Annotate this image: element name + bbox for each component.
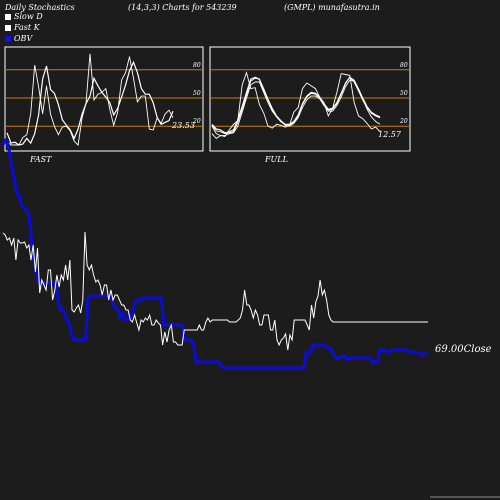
full-panel-frame — [209, 46, 411, 152]
site-label: (GMPL) munafasutra.in — [284, 3, 380, 12]
fast-panel-frame — [4, 46, 204, 152]
full-level-label-80: 80 — [400, 62, 408, 69]
full-series-line-2 — [211, 79, 381, 137]
full-series-line-0 — [211, 76, 381, 134]
fast-value-label: 23.53 — [171, 121, 195, 130]
full-series-line-1 — [211, 76, 381, 135]
close-series-line — [2, 231, 428, 351]
legend-swatch-obv — [5, 36, 11, 42]
full-level-label-50: 50 — [400, 90, 408, 97]
chart-type-label: Daily Stochastics — [5, 3, 75, 12]
full-level-label-20: 20 — [399, 118, 408, 125]
fast-level-label-20: 20 — [192, 118, 201, 125]
legend-swatch-fast-k — [5, 25, 11, 31]
legend-obv: OBV — [14, 34, 33, 43]
fast-level-label-50: 50 — [193, 90, 201, 97]
fast-series-line-1 — [6, 53, 174, 146]
legend-fast-k: Fast K — [14, 23, 40, 32]
chart-params-label: (14,3,3) Charts for 543239 — [128, 3, 237, 12]
legend-slow-d: Slow D — [14, 12, 43, 21]
obv-series-line — [1, 138, 428, 370]
legend-swatch-slow-d — [5, 14, 11, 20]
full-value-label: 12.57 — [378, 130, 402, 139]
fast-panel-title: FAST — [29, 155, 52, 164]
close-value-label: 69.00Close — [435, 344, 492, 355]
full-panel-title: FULL — [264, 155, 288, 164]
fast-level-label-80: 80 — [193, 62, 201, 69]
full-series-line-3 — [211, 71, 381, 139]
fast-series-line-0 — [6, 60, 174, 146]
